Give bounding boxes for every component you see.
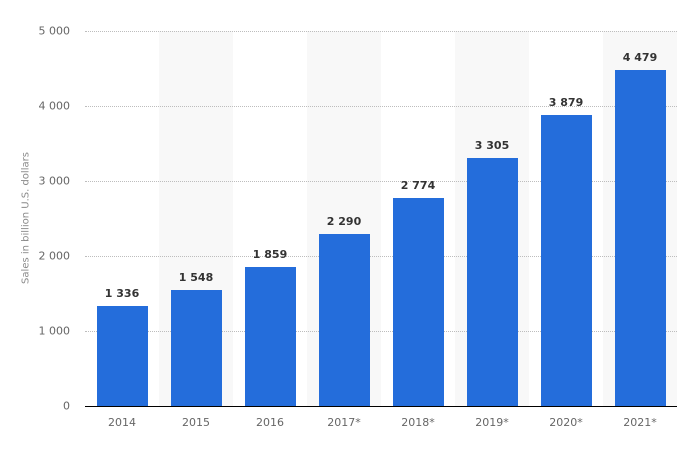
x-axis-line: [85, 406, 677, 407]
y-tick-label: 5 000: [38, 24, 71, 38]
data-label: 3 879: [548, 96, 584, 110]
y-tick-label: 2 000: [38, 249, 71, 263]
data-label: 3 305: [474, 139, 510, 153]
gridline: [85, 181, 677, 182]
gridline: [85, 106, 677, 107]
y-tick-label: 1 000: [38, 324, 71, 338]
bar-2015[interactable]: [170, 289, 222, 406]
bar-2016[interactable]: [244, 266, 296, 406]
bar-2014[interactable]: [96, 305, 148, 406]
y-tick-label: 3 000: [38, 174, 71, 188]
data-label: 2 774: [400, 178, 436, 192]
bar-2018-forecast[interactable]: [392, 197, 444, 406]
x-tick-label: 2014: [108, 416, 136, 429]
bar-2020-forecast[interactable]: [540, 115, 592, 406]
bar-2021-forecast[interactable]: [614, 70, 666, 406]
data-label: 1 859: [252, 247, 288, 261]
y-tick-label: 0: [63, 399, 70, 413]
data-label: 1 548: [178, 270, 214, 284]
x-tick-label: 2021*: [623, 416, 657, 429]
x-tick-label: 2015: [182, 416, 210, 429]
x-tick-label: 2020*: [549, 416, 583, 429]
y-axis-title: Sales in billion U.S. dollars: [20, 152, 32, 284]
gridline: [85, 331, 677, 332]
x-tick-label: 2016: [256, 416, 284, 429]
bar-2019-forecast[interactable]: [466, 158, 518, 406]
x-tick-label: 2018*: [401, 416, 435, 429]
data-label: 2 290: [326, 215, 362, 229]
x-tick-label: 2017*: [327, 416, 361, 429]
gridline: [85, 31, 677, 32]
plot-area: 1 336 1 548 1 859 2 290 2 774 3 305 3 879 4 479: [85, 31, 677, 406]
bar-2017-forecast[interactable]: [318, 234, 370, 406]
gridline: [85, 256, 677, 257]
x-tick-label: 2019*: [475, 416, 509, 429]
data-label: 4 479: [622, 51, 658, 65]
data-label: 1 336: [104, 286, 140, 300]
y-tick-label: 4 000: [38, 99, 71, 113]
